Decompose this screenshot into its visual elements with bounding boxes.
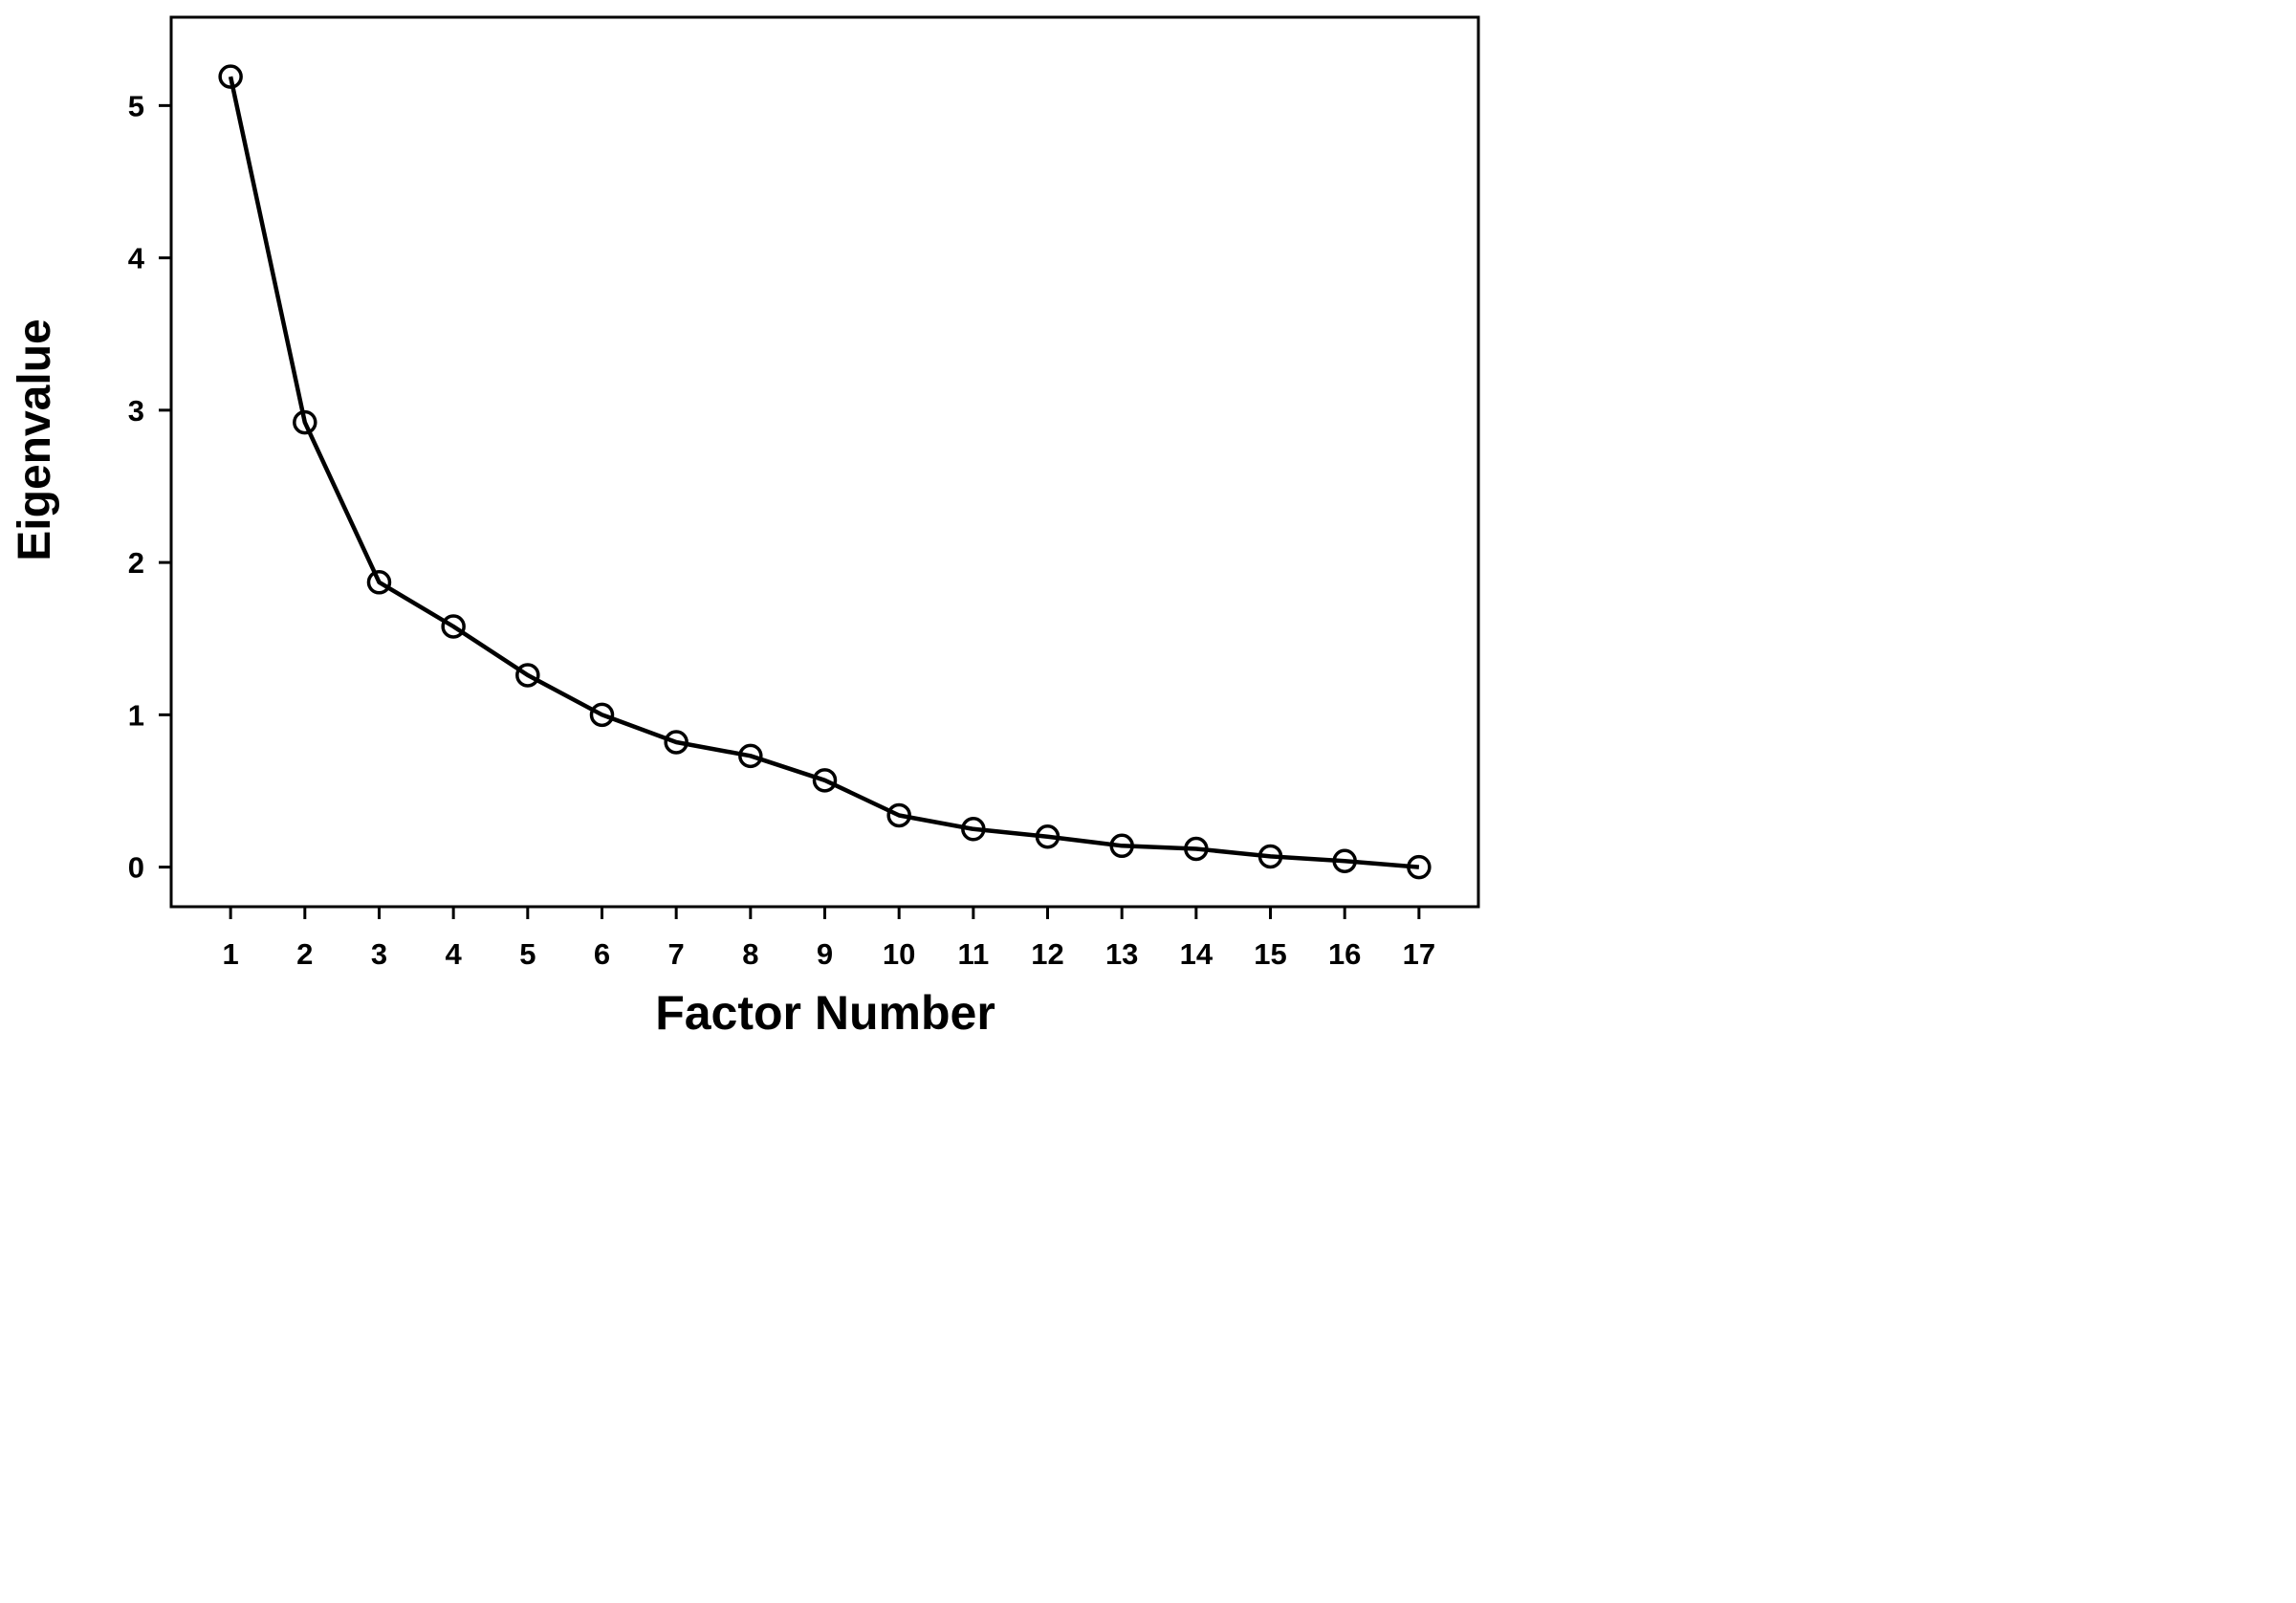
data-point: [812, 768, 838, 793]
data-point: [886, 802, 911, 828]
data-point: [1035, 823, 1061, 849]
data-point: [293, 409, 317, 435]
data-point: [515, 663, 540, 688]
x-tick-label: 3: [371, 937, 387, 971]
data-point: [961, 817, 986, 842]
y-axis-title: Eigenvalue: [10, 318, 60, 560]
y-tick-label: 5: [128, 89, 144, 122]
x-tick-label: 17: [1403, 937, 1435, 971]
data-point: [664, 730, 689, 755]
data-points: [218, 64, 1432, 880]
data-point: [738, 743, 763, 769]
y-tick-label: 4: [128, 242, 145, 275]
data-point: [1332, 848, 1357, 873]
x-tick-label: 5: [519, 937, 536, 971]
y-axis-ticks: 0 1 2 3 4 5: [128, 89, 171, 885]
y-tick-label: 1: [128, 698, 144, 732]
data-point: [589, 702, 615, 728]
y-tick-label: 2: [128, 546, 144, 580]
x-tick-label: 4: [446, 937, 463, 971]
x-tick-label: 11: [957, 937, 989, 971]
data-point: [1407, 854, 1432, 880]
y-tick-label: 3: [128, 394, 144, 428]
x-tick-label: 9: [817, 937, 833, 971]
x-tick-label: 7: [668, 937, 685, 971]
data-point: [1109, 833, 1134, 859]
x-tick-label: 10: [883, 937, 915, 971]
x-axis-ticks: 1 2 3 4 5 6 7 8 9 10 11 12 13 14 15 16 17: [223, 907, 1435, 971]
eigenvalue-line: [228, 76, 1420, 869]
x-axis-title: Factor Number: [655, 986, 995, 1040]
y-tick-label: 0: [128, 851, 144, 885]
x-tick-label: 15: [1254, 937, 1286, 971]
x-tick-label: 6: [594, 937, 610, 971]
x-tick-label: 8: [742, 937, 758, 971]
x-tick-label: 12: [1031, 937, 1063, 971]
x-tick-label: 1: [223, 937, 239, 971]
data-point: [1184, 836, 1209, 862]
x-tick-label: 2: [296, 937, 313, 971]
data-point: [218, 64, 243, 89]
data-point: [1257, 844, 1283, 869]
data-point: [441, 614, 466, 639]
x-tick-label: 16: [1328, 937, 1361, 971]
data-point: [366, 570, 392, 595]
plot-frame: [169, 15, 1480, 909]
x-tick-label: 14: [1180, 937, 1214, 971]
x-tick-label: 13: [1105, 937, 1138, 971]
